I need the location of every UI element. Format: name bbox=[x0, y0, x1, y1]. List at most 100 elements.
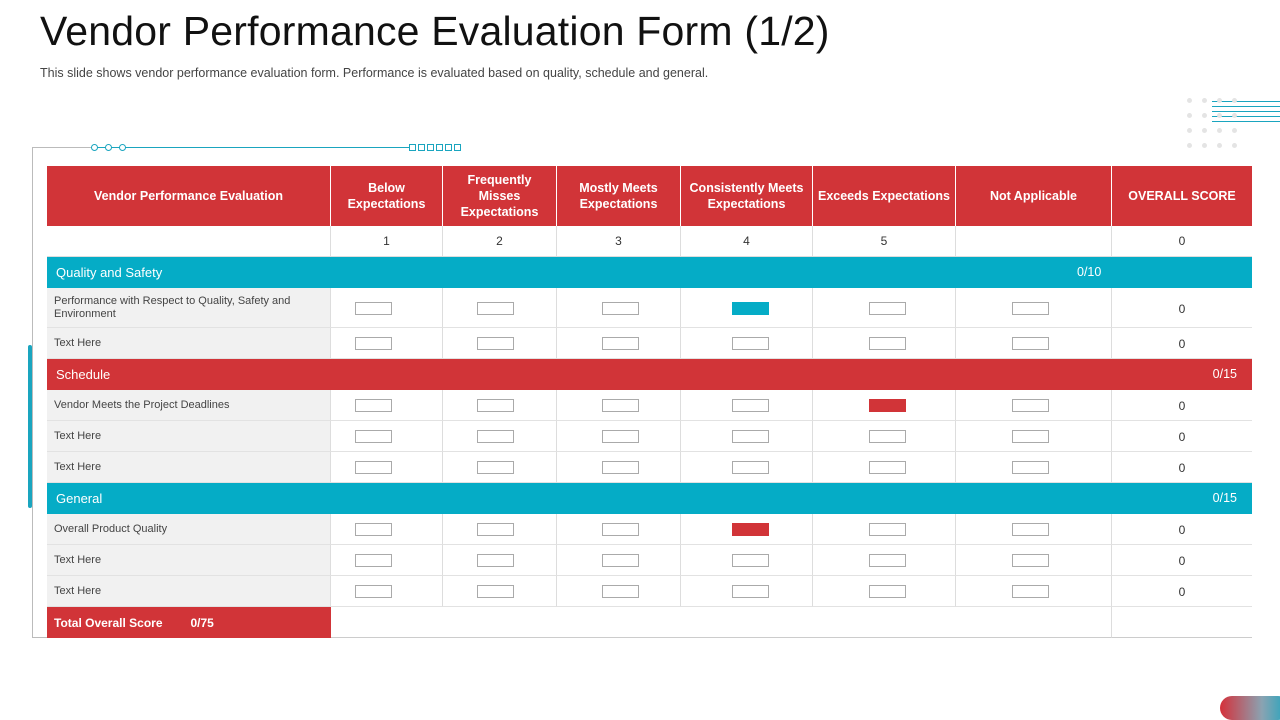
column-header: Vendor Performance Evaluation bbox=[47, 166, 331, 226]
total-row-score-blank bbox=[1112, 607, 1252, 638]
decor-dot bbox=[1232, 128, 1237, 133]
rating-checkbox[interactable] bbox=[602, 461, 639, 474]
rating-checkbox[interactable] bbox=[477, 585, 514, 598]
decor-dot bbox=[1202, 113, 1207, 118]
decor-square bbox=[445, 144, 452, 151]
column-header: Frequently Misses Expectations bbox=[443, 166, 557, 226]
rating-checkbox[interactable] bbox=[869, 523, 906, 536]
page-title: Vendor Performance Evaluation Form (1/2) bbox=[40, 8, 830, 54]
scale-value: 4 bbox=[681, 226, 813, 257]
rating-checkbox-selected[interactable] bbox=[869, 399, 906, 412]
rating-checkbox-selected[interactable] bbox=[732, 302, 769, 315]
rating-checkbox[interactable] bbox=[732, 585, 769, 598]
decor-dot bbox=[1232, 98, 1237, 103]
rating-checkbox[interactable] bbox=[602, 302, 639, 315]
rating-cell bbox=[331, 576, 443, 607]
criterion-label: Text Here bbox=[47, 328, 331, 359]
rating-checkbox[interactable] bbox=[1012, 585, 1049, 598]
rating-checkbox[interactable] bbox=[869, 585, 906, 598]
scale-value bbox=[956, 226, 1112, 257]
decor-dot bbox=[1217, 113, 1222, 118]
rating-checkbox-selected[interactable] bbox=[732, 523, 769, 536]
rating-checkbox[interactable] bbox=[1012, 523, 1049, 536]
criterion-label: Text Here bbox=[47, 421, 331, 452]
overall-score-value: 0 bbox=[1112, 514, 1252, 545]
rating-checkbox[interactable] bbox=[602, 585, 639, 598]
section-header: Schedule 0/15 bbox=[47, 359, 1252, 390]
overall-score-value: 0 bbox=[1112, 328, 1252, 359]
frame-top-line bbox=[32, 147, 92, 148]
overall-score-value: 0 bbox=[1112, 421, 1252, 452]
decor-dot bbox=[1187, 143, 1192, 148]
rating-checkbox[interactable] bbox=[869, 461, 906, 474]
rating-cell bbox=[557, 390, 681, 421]
decor-dot bbox=[1202, 128, 1207, 133]
rating-checkbox[interactable] bbox=[732, 337, 769, 350]
decor-dot bbox=[1187, 128, 1192, 133]
accent-line-top bbox=[96, 147, 414, 148]
rating-checkbox[interactable] bbox=[477, 461, 514, 474]
rating-checkbox[interactable] bbox=[1012, 399, 1049, 412]
scale-value: 2 bbox=[443, 226, 557, 257]
column-header: OVERALL SCORE bbox=[1112, 166, 1252, 226]
rating-checkbox[interactable] bbox=[732, 430, 769, 443]
rating-checkbox[interactable] bbox=[602, 523, 639, 536]
decor-dot bbox=[1232, 143, 1237, 148]
rating-checkbox[interactable] bbox=[1012, 337, 1049, 350]
column-header: Exceeds Expectations bbox=[813, 166, 956, 226]
criterion-label: Text Here bbox=[47, 545, 331, 576]
column-header: Consistently Meets Expectations bbox=[681, 166, 813, 226]
rating-checkbox[interactable] bbox=[355, 554, 392, 567]
scale-row-label-cell bbox=[47, 226, 331, 257]
rating-checkbox[interactable] bbox=[477, 554, 514, 567]
rating-checkbox[interactable] bbox=[355, 461, 392, 474]
rating-checkbox[interactable] bbox=[732, 399, 769, 412]
rating-checkbox[interactable] bbox=[477, 399, 514, 412]
rating-checkbox[interactable] bbox=[869, 337, 906, 350]
overall-score-value: 0 bbox=[1112, 576, 1252, 607]
decor-stripe bbox=[1212, 116, 1280, 117]
rating-checkbox[interactable] bbox=[1012, 461, 1049, 474]
section-header: General 0/15 bbox=[47, 483, 1252, 514]
rating-checkbox[interactable] bbox=[1012, 430, 1049, 443]
rating-checkbox[interactable] bbox=[477, 337, 514, 350]
rating-checkbox[interactable] bbox=[602, 399, 639, 412]
rating-checkbox[interactable] bbox=[355, 523, 392, 536]
total-score-value: 0/75 bbox=[190, 615, 214, 630]
decor-stripe bbox=[1212, 106, 1280, 107]
rating-checkbox[interactable] bbox=[477, 523, 514, 536]
rating-checkbox[interactable] bbox=[477, 430, 514, 443]
rating-checkbox[interactable] bbox=[869, 430, 906, 443]
rating-checkbox[interactable] bbox=[355, 302, 392, 315]
rating-checkbox[interactable] bbox=[602, 554, 639, 567]
scale-value: 5 bbox=[813, 226, 956, 257]
rating-checkbox[interactable] bbox=[602, 430, 639, 443]
rating-checkbox[interactable] bbox=[355, 337, 392, 350]
overall-score-value: 0 bbox=[1112, 452, 1252, 483]
rating-checkbox[interactable] bbox=[355, 430, 392, 443]
decor-dot bbox=[1217, 98, 1222, 103]
rating-checkbox[interactable] bbox=[602, 337, 639, 350]
rating-checkbox[interactable] bbox=[355, 585, 392, 598]
decor-dot bbox=[1187, 98, 1192, 103]
rating-checkbox[interactable] bbox=[869, 554, 906, 567]
scale-value: 3 bbox=[557, 226, 681, 257]
decor-circle bbox=[91, 144, 98, 151]
column-header: Below Expectations bbox=[331, 166, 443, 226]
rating-checkbox[interactable] bbox=[1012, 302, 1049, 315]
section-score: 0/15 bbox=[1212, 367, 1237, 381]
rating-checkbox[interactable] bbox=[869, 302, 906, 315]
rating-checkbox[interactable] bbox=[355, 399, 392, 412]
section-score: 0/15 bbox=[1212, 491, 1237, 505]
decor-square bbox=[436, 144, 443, 151]
decor-gradient-pill bbox=[1220, 696, 1280, 720]
decor-stripe bbox=[1212, 101, 1280, 102]
rating-checkbox[interactable] bbox=[732, 554, 769, 567]
rating-checkbox[interactable] bbox=[732, 461, 769, 474]
rating-cell bbox=[331, 452, 443, 483]
rating-checkbox[interactable] bbox=[1012, 554, 1049, 567]
rating-checkbox[interactable] bbox=[477, 302, 514, 315]
decor-square bbox=[427, 144, 434, 151]
decor-square bbox=[409, 144, 416, 151]
scale-value: 0 bbox=[1112, 226, 1252, 257]
